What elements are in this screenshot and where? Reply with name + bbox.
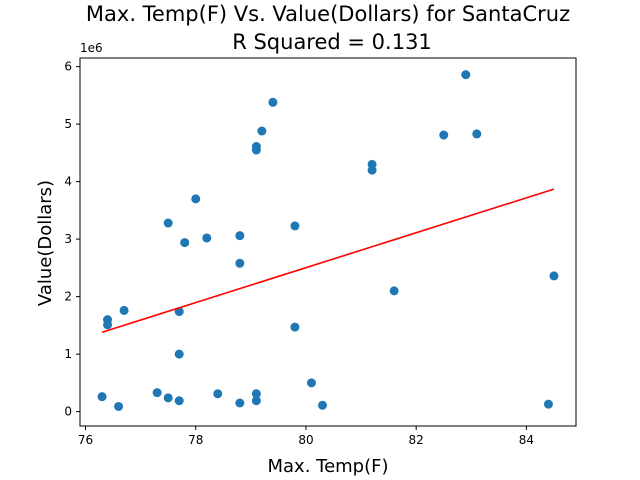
y-tick-label: 6 <box>64 60 72 74</box>
y-axis-ticks: 0 1 2 3 4 5 6 <box>64 60 80 419</box>
x-tick-label: 84 <box>519 433 534 447</box>
data-point <box>257 126 267 136</box>
data-point <box>152 388 162 398</box>
data-point <box>268 97 278 107</box>
data-point <box>174 349 184 359</box>
plot-area <box>97 70 559 411</box>
regression-line <box>101 188 555 334</box>
data-point <box>549 271 559 281</box>
y-axis-offset-label: 1e6 <box>80 41 103 55</box>
data-point <box>202 233 212 243</box>
data-point <box>251 396 261 406</box>
data-point <box>235 258 245 268</box>
x-tick-label: 78 <box>188 433 203 447</box>
data-point <box>119 305 129 315</box>
data-point <box>191 194 201 204</box>
data-point <box>114 401 124 411</box>
y-tick-label: 4 <box>64 175 72 189</box>
data-point <box>235 231 245 241</box>
data-point <box>213 389 223 399</box>
data-point <box>290 322 300 332</box>
data-point <box>290 221 300 231</box>
y-tick-label: 5 <box>64 117 72 131</box>
x-axis-ticks: 76 78 80 82 84 <box>78 426 534 447</box>
chart-title-line1: Max. Temp(F) Vs. Value(Dollars) for Sant… <box>86 2 570 26</box>
y-tick-label: 1 <box>64 347 72 361</box>
x-tick-label: 82 <box>409 433 424 447</box>
chart-title-line2: R Squared = 0.131 <box>232 30 432 54</box>
y-tick-label: 3 <box>64 232 72 246</box>
data-point <box>367 165 377 175</box>
data-point <box>439 130 449 140</box>
data-point <box>235 398 245 408</box>
data-point <box>389 286 399 296</box>
data-point <box>97 392 107 402</box>
y-tick-label: 2 <box>64 290 72 304</box>
y-axis-label: Value(Dollars) <box>35 180 56 306</box>
data-point <box>472 129 482 139</box>
y-tick-label: 0 <box>64 405 72 419</box>
data-point <box>163 218 173 228</box>
data-point <box>461 70 471 80</box>
data-point <box>251 145 261 155</box>
data-point <box>180 238 190 248</box>
axes-frame <box>79 57 577 427</box>
data-point <box>163 393 173 403</box>
x-tick-label: 76 <box>78 433 93 447</box>
x-tick-label: 80 <box>298 433 313 447</box>
data-point <box>317 400 327 410</box>
data-point <box>174 396 184 406</box>
data-point <box>251 389 261 399</box>
data-point <box>103 320 113 330</box>
x-axis-label: Max. Temp(F) <box>267 456 388 477</box>
data-point <box>543 399 553 409</box>
data-point <box>306 378 316 388</box>
